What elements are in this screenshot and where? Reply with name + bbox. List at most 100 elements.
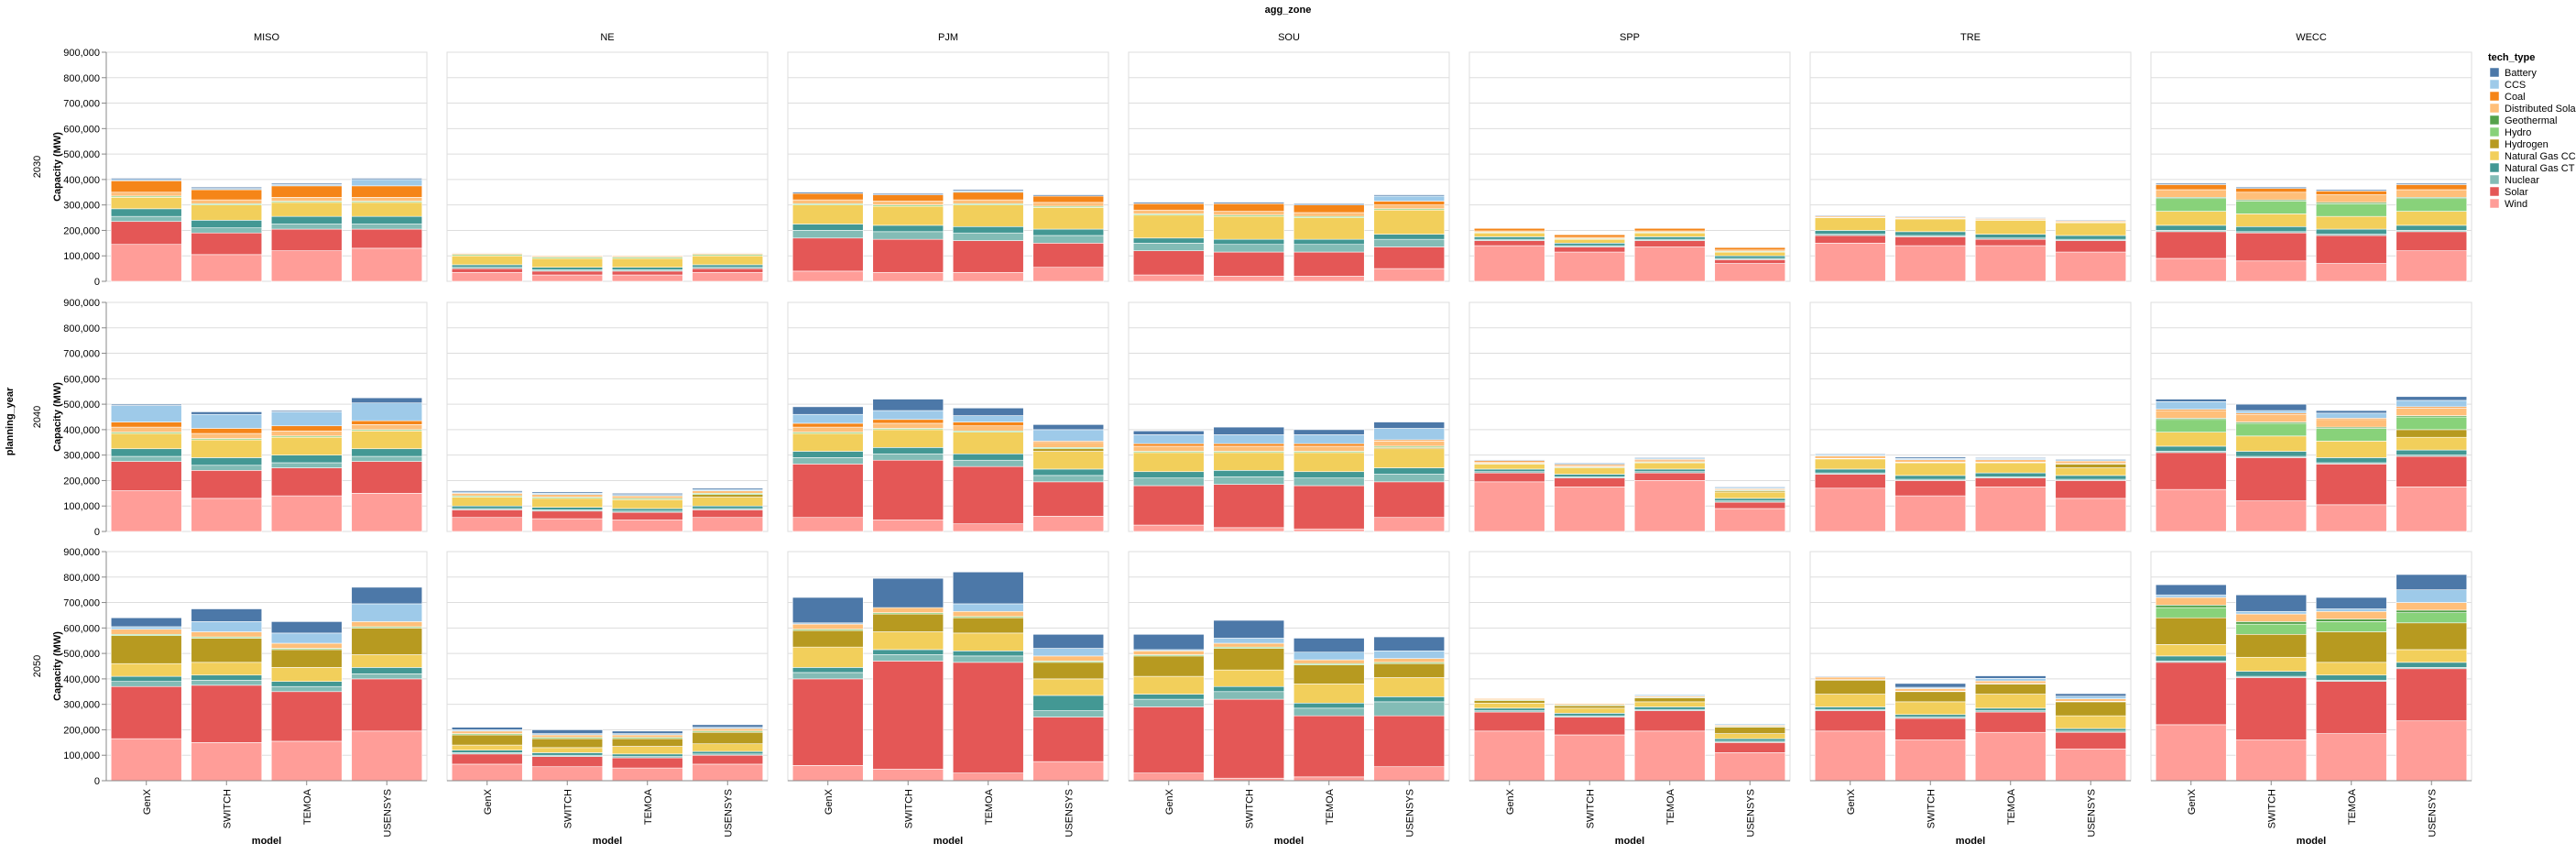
bar-segment-natural-gas-cc: [2396, 436, 2468, 451]
bar-segment-wind: [952, 523, 1024, 532]
bar-segment-coal: [351, 420, 423, 425]
bar-segment-distributed-solar: [692, 728, 764, 732]
bar-segment-natural-gas-ct: [531, 267, 604, 270]
bar-segment-battery: [872, 399, 944, 411]
bar-segment-coal: [2155, 184, 2227, 191]
bar-segment-battery: [1293, 429, 1365, 435]
bar-segment-battery: [1213, 426, 1285, 435]
bar-segment-natural-gas-ct: [1814, 706, 1886, 710]
bar-segment-natural-gas-cc: [1894, 462, 1967, 476]
y-tick-label: 500,000: [63, 649, 100, 660]
bar-pjm-2040-genx: [791, 406, 864, 532]
bar-segment-natural-gas-ct: [1894, 714, 1967, 717]
bar-segment-battery: [2315, 410, 2387, 414]
bar-segment-battery: [191, 411, 263, 415]
bar-segment-wind: [2055, 251, 2127, 282]
bar-segment-natural-gas-cc: [1554, 238, 1626, 244]
panel-frame: [1468, 301, 1791, 532]
bar-segment-natural-gas-ct: [2155, 655, 2227, 662]
x-tick-label-temoa: TEMOA: [1325, 788, 1336, 825]
legend-swatch: [2489, 67, 2500, 78]
y-tick-label: 0: [94, 527, 100, 538]
bar-segment-natural-gas-cc: [110, 662, 182, 677]
bar-segment-natural-gas-ct: [270, 215, 343, 224]
bar-segment-coal: [2235, 188, 2308, 193]
bar-segment-natural-gas-cc: [2235, 656, 2308, 672]
bar-segment-battery: [1974, 675, 2047, 679]
bar-segment-natural-gas-ct: [1814, 468, 1886, 474]
bar-segment-distributed-solar: [2235, 413, 2308, 422]
panel-frame: [2150, 51, 2472, 282]
panel-frame: [1128, 51, 1450, 282]
bar-miso-2030-temoa: [270, 182, 343, 282]
bar-segment-wind: [110, 244, 182, 282]
bar-segment-distributed-solar: [1293, 212, 1365, 217]
bar-segment-ccs: [1293, 434, 1365, 444]
bar-segment-distributed-solar: [791, 199, 864, 204]
bar-segment-wind: [1554, 251, 1626, 282]
x-tick-label-switch: SWITCH: [1585, 789, 1596, 828]
bar-segment-solar: [1473, 240, 1545, 246]
bar-segment-coal: [1132, 203, 1205, 211]
bar-segment-distributed-solar: [531, 494, 604, 498]
bar-tre-2040-genx: [1814, 453, 1886, 532]
bar-segment-battery: [2396, 574, 2468, 590]
bar-segment-battery: [1132, 430, 1205, 435]
bar-segment-battery: [2155, 399, 2227, 402]
bar-segment-natural-gas-ct: [110, 675, 182, 682]
bar-segment-natural-gas-cc: [692, 743, 764, 752]
bar-segment-natural-gas-cc: [1132, 452, 1205, 473]
bar-segment-nuclear: [1132, 243, 1205, 251]
bar-segment-solar: [270, 467, 343, 497]
bar-segment-natural-gas-cc: [2155, 211, 2227, 226]
bar-segment-wind: [1974, 731, 2047, 782]
bar-segment-natural-gas-cc: [1814, 217, 1886, 231]
legend-label: Distributed Solar: [2505, 104, 2576, 115]
bar-ne-2040-switch: [531, 491, 604, 532]
bar-segment-solar: [1554, 246, 1626, 253]
x-tick-label-genx: GenX: [483, 788, 494, 815]
legend-swatch: [2489, 91, 2500, 102]
legend-item-ccs: CCS: [2489, 79, 2526, 91]
bar-segment-wind: [1373, 517, 1446, 532]
bar-segment-natural-gas-cc: [1633, 701, 1706, 707]
bar-wecc-2030-switch: [2235, 186, 2308, 282]
legend-item-wind: Wind: [2489, 198, 2527, 210]
bar-tre-2030-usensys: [2055, 220, 2127, 282]
bar-segment-nuclear: [872, 654, 944, 662]
legend-label: Nuclear: [2505, 175, 2539, 186]
y-tick-label: 100,000: [63, 251, 100, 262]
bar-segment-natural-gas-ct: [611, 267, 683, 270]
legend-swatch: [2489, 126, 2500, 137]
bar-segment-natural-gas-cc: [351, 202, 423, 217]
bar-segment-distributed-solar: [952, 199, 1024, 204]
bar-tre-2050-switch: [1894, 683, 1967, 782]
bar-segment-natural-gas-cc: [1894, 701, 1967, 716]
bar-tre-2040-temoa: [1974, 457, 2047, 532]
bar-segment-solar: [1132, 485, 1205, 526]
bar-segment-nuclear: [191, 227, 263, 234]
x-tick-label-temoa: TEMOA: [1665, 788, 1676, 825]
bar-segment-coal: [791, 192, 864, 201]
bar-segment-natural-gas-ct: [1032, 468, 1105, 476]
bar-segment-natural-gas-ct: [1974, 234, 2047, 239]
bar-ne-2040-usensys: [692, 487, 764, 532]
bar-wecc-2050-usensys: [2396, 574, 2468, 782]
bar-segment-wind: [2055, 498, 2127, 532]
bar-segment-natural-gas-ct: [791, 224, 864, 231]
y-tick-label: 200,000: [63, 725, 100, 736]
bar-segment-solar: [2155, 662, 2227, 726]
bar-segment-battery: [1473, 459, 1545, 462]
x-axis-title: model: [1615, 836, 1644, 847]
bar-segment-ccs: [1373, 651, 1446, 659]
x-tick-label-genx: GenX: [1846, 788, 1857, 815]
bar-segment-battery: [692, 252, 764, 254]
bar-segment-ccs: [191, 413, 263, 429]
bar-segment-coal: [1032, 195, 1105, 203]
bar-segment-wind: [1032, 761, 1105, 782]
bar-segment-solar: [1373, 481, 1446, 519]
bar-spp-2050-switch: [1554, 702, 1626, 782]
zone-header-pjm: PJM: [938, 32, 958, 43]
bar-segment-coal: [270, 185, 343, 198]
